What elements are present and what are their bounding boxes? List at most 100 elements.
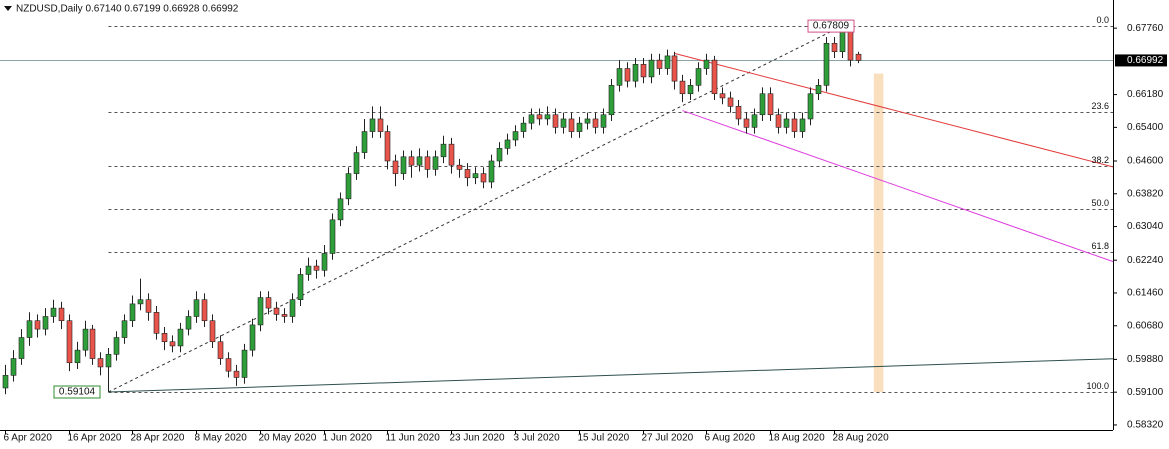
candle-body <box>217 341 224 359</box>
candle-body <box>472 173 479 179</box>
candle-body <box>105 354 112 368</box>
candle-body <box>464 169 471 179</box>
candle-body <box>831 42 838 53</box>
candle-body <box>600 114 607 128</box>
candle-body <box>377 118 384 132</box>
candle-body <box>42 316 49 330</box>
candle-body <box>759 93 766 116</box>
price-tag: 0.59104 <box>59 387 96 398</box>
x-tick-label: 8 May 2020 <box>195 433 248 444</box>
candle-body <box>608 85 615 116</box>
candle-body <box>424 156 431 170</box>
candle-body <box>137 299 144 305</box>
candle-body <box>18 337 25 359</box>
candle-body <box>289 299 296 317</box>
x-tick-label: 3 Jul 2020 <box>514 433 561 444</box>
candle-body <box>584 118 591 124</box>
candle-body <box>185 316 192 330</box>
candle-body <box>839 30 846 53</box>
y-tick-label: 0.67760 <box>1127 23 1164 34</box>
candle-body <box>703 59 710 69</box>
candle-body <box>265 297 272 309</box>
candle-body <box>153 312 160 334</box>
y-tick-label: 0.58320 <box>1127 420 1164 431</box>
candle-body <box>74 349 81 364</box>
candle-body <box>807 93 814 120</box>
candle-body <box>161 333 168 343</box>
x-tick-label: 23 Jun 2020 <box>450 433 505 444</box>
candle-body <box>10 358 17 376</box>
candle-body <box>97 358 104 368</box>
candle-body <box>751 114 758 128</box>
candle-body <box>273 307 280 315</box>
candle-body <box>2 375 9 389</box>
y-tick-label: 0.61460 <box>1127 288 1164 299</box>
x-tick-label: 20 May 2020 <box>259 433 317 444</box>
candle-body <box>209 320 216 343</box>
candle-body <box>727 97 734 107</box>
candle-body <box>297 274 304 300</box>
chart-title: NZDUSD,Daily 0.67140 0.67199 0.66928 0.6… <box>16 4 239 15</box>
candle-body <box>337 198 344 221</box>
candle-body <box>400 156 407 174</box>
candle-body <box>656 59 663 69</box>
candle-body <box>719 93 726 99</box>
price-tag-box <box>807 19 855 33</box>
candle-body <box>823 42 830 86</box>
x-tick-label: 18 Aug 2020 <box>769 433 826 444</box>
candle-body <box>241 349 248 378</box>
candle-body <box>201 299 208 322</box>
fib-label: 0.0 <box>1096 15 1109 25</box>
candle-body <box>735 106 742 120</box>
candle-body <box>66 320 73 364</box>
candle-body <box>82 328 89 351</box>
candle-body <box>249 324 256 351</box>
fib-label: 23.6 <box>1091 101 1109 111</box>
candle-body <box>592 118 599 128</box>
candle-body <box>671 55 678 82</box>
price-tag: 0.67809 <box>813 21 850 32</box>
x-tick-label: 28 Aug 2020 <box>833 433 890 444</box>
candle-body <box>392 160 399 174</box>
candle-body <box>361 131 368 153</box>
candle-body <box>353 152 360 174</box>
candle-body <box>679 80 686 95</box>
candle-body <box>528 114 535 124</box>
candle-body <box>321 253 328 271</box>
candle-body <box>664 55 671 69</box>
candle-body <box>456 164 463 170</box>
candle-body <box>329 219 336 254</box>
fib-label: 38.2 <box>1091 155 1109 165</box>
candle-body <box>616 68 623 86</box>
candle-body <box>799 118 806 132</box>
menu-arrow[interactable] <box>4 6 12 11</box>
candle-body <box>26 320 33 338</box>
fib-label: 100.0 <box>1086 381 1109 391</box>
x-tick-label: 15 Jul 2020 <box>578 433 630 444</box>
candle-body <box>568 118 575 132</box>
x-tick-label: 28 Apr 2020 <box>131 433 185 444</box>
x-tick-label: 27 Jul 2020 <box>642 433 694 444</box>
trendline <box>108 358 1113 393</box>
candle-body <box>767 93 774 116</box>
candle-body <box>281 314 288 317</box>
candle-body <box>129 303 136 322</box>
x-tick-label: 16 Apr 2020 <box>68 433 122 444</box>
y-tick-label: 0.59880 <box>1127 354 1164 365</box>
y-tick-label: 0.59100 <box>1127 387 1164 398</box>
fib-label: 50.0 <box>1091 198 1109 208</box>
candle-body <box>847 30 854 61</box>
candle-body <box>783 118 790 128</box>
candle-body <box>711 59 718 95</box>
candle-body <box>193 299 200 317</box>
candle-body <box>648 59 655 78</box>
candle-body <box>496 148 503 162</box>
candle-body <box>121 320 128 338</box>
candle-body <box>695 68 702 86</box>
candle-body <box>313 265 320 271</box>
trendline <box>674 52 1113 168</box>
candle-body <box>791 118 798 132</box>
